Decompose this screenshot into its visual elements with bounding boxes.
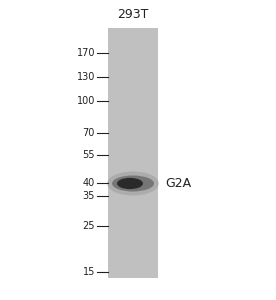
Text: 40: 40 <box>83 178 95 188</box>
Text: 25: 25 <box>83 221 95 231</box>
Text: 130: 130 <box>77 72 95 82</box>
Text: G2A: G2A <box>165 177 191 190</box>
Text: 293T: 293T <box>117 8 149 20</box>
Text: 70: 70 <box>83 128 95 138</box>
Ellipse shape <box>107 172 159 196</box>
Text: 35: 35 <box>83 190 95 200</box>
Ellipse shape <box>117 178 143 189</box>
Text: 100: 100 <box>77 96 95 106</box>
Text: 170: 170 <box>76 48 95 58</box>
Text: 55: 55 <box>83 150 95 160</box>
Text: 15: 15 <box>83 267 95 277</box>
Ellipse shape <box>112 176 154 191</box>
Bar <box>108 28 158 278</box>
